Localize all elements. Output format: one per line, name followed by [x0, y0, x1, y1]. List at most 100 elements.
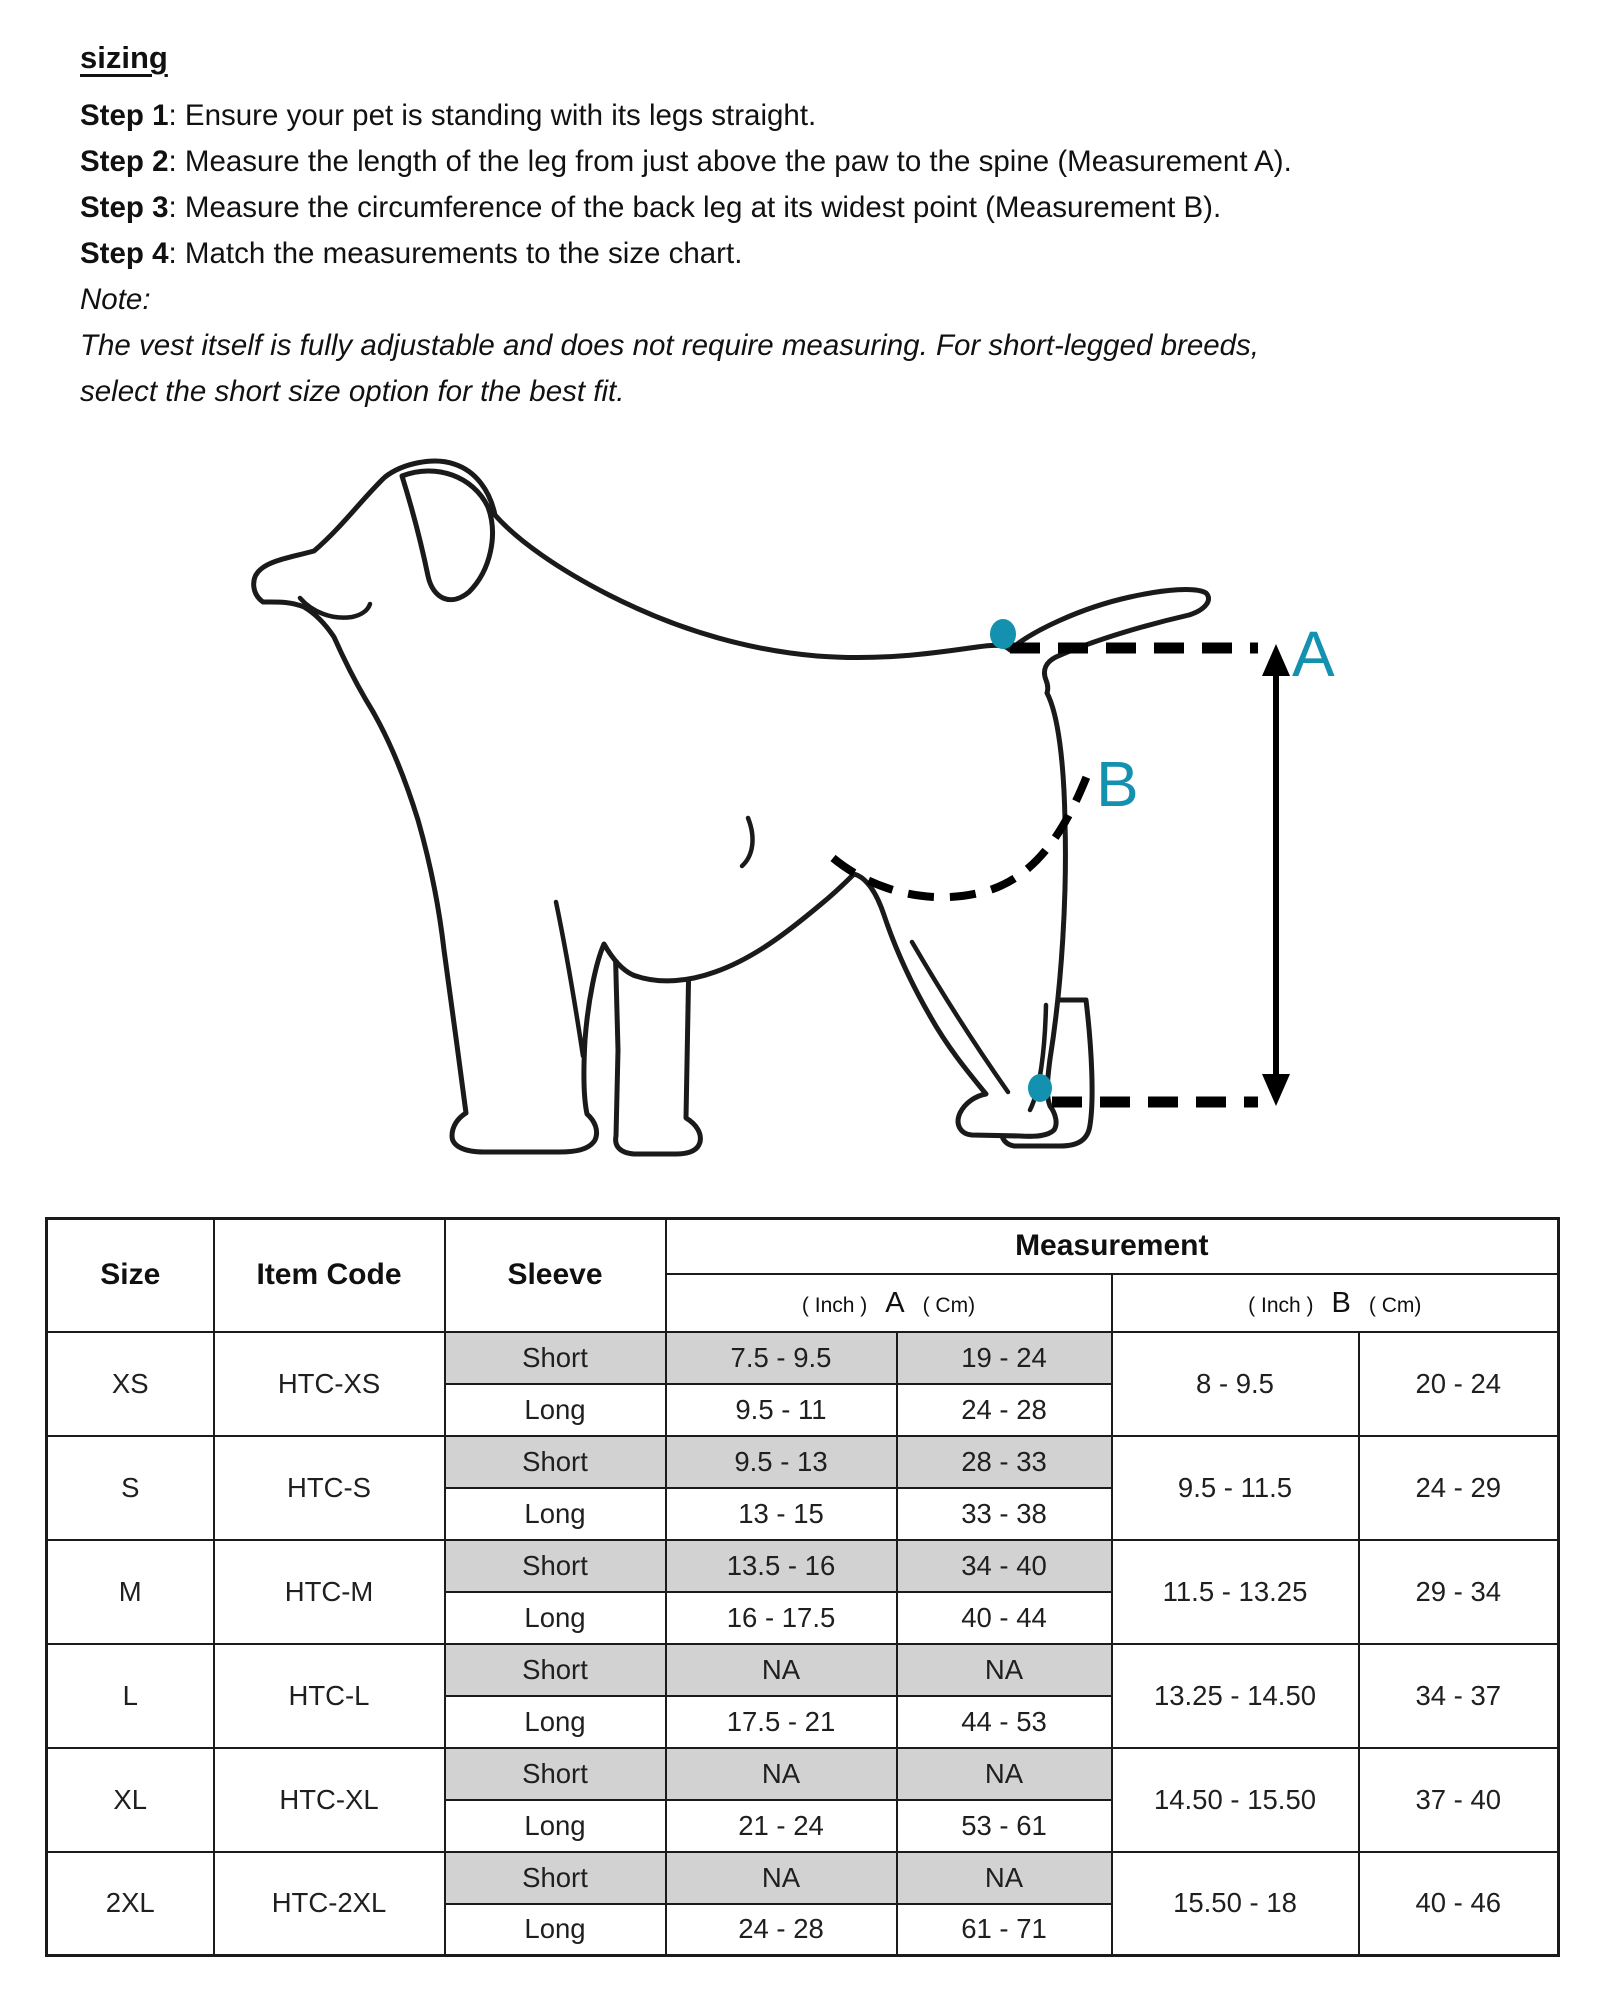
cell-b-cm: 24 - 29 — [1357, 1434, 1560, 1541]
col-header-measurement: Measurement — [664, 1217, 1560, 1275]
page-title: sizing — [80, 40, 168, 75]
dog-ear — [399, 468, 495, 603]
cell-a-inch: NA — [664, 1746, 898, 1801]
cell-sleeve-long: Long — [443, 1382, 667, 1437]
dog-outline — [251, 458, 1211, 1155]
cell-a-inch: 13.5 - 16 — [664, 1538, 898, 1593]
table-row-l-long: Long 17.5 - 21 44 - 53 — [47, 1694, 1559, 1749]
step-4: Step 4: Match the measurements to the si… — [80, 231, 1575, 277]
cell-b-inch: 13.25 - 14.50 — [1110, 1642, 1360, 1749]
cell-b-cm: 40 - 46 — [1357, 1850, 1560, 1957]
cell-size: M — [45, 1538, 215, 1645]
cell-sleeve-short: Short — [443, 1330, 667, 1385]
cell-sleeve-short: Short — [443, 1538, 667, 1593]
step-1-label: Step 1 — [80, 99, 169, 132]
cell-size: S — [45, 1434, 215, 1541]
cell-item-code: HTC-XS — [212, 1330, 446, 1437]
unit-b-cm: ( Cm) — [1368, 1293, 1422, 1317]
cell-a-cm: 34 - 40 — [895, 1538, 1113, 1593]
step-2-text: : Measure the length of the leg from jus… — [168, 145, 1292, 178]
cell-item-code: HTC-XL — [212, 1746, 446, 1853]
cell-size: L — [45, 1642, 215, 1749]
cell-a-inch: 7.5 - 9.5 — [664, 1330, 898, 1385]
table-row-l-short: L HTC-L Short NA NA 13.25 - 14.50 34 - 3… — [45, 1642, 1560, 1749]
step-3-text: : Measure the circumference of the back … — [168, 191, 1222, 224]
cell-b-inch: 11.5 - 13.25 — [1110, 1538, 1360, 1645]
measurement-a-arrow — [1262, 644, 1290, 1106]
cell-b-cm: 37 - 40 — [1357, 1746, 1560, 1853]
spine-marker-dot — [990, 619, 1016, 649]
cell-sleeve-long: Long — [443, 1902, 667, 1957]
cell-a-inch: 9.5 - 13 — [664, 1434, 898, 1489]
paw-marker-dot — [1028, 1074, 1052, 1102]
cell-size: XS — [45, 1330, 215, 1437]
step-3: Step 3: Measure the circumference of the… — [80, 185, 1575, 231]
unit-a-cm: ( Cm) — [922, 1293, 976, 1317]
cell-b-inch: 9.5 - 11.5 — [1110, 1434, 1360, 1541]
cell-item-code: HTC-S — [212, 1434, 446, 1541]
size-chart-table: Size Item Code Sleeve Measurement ( Inch… — [45, 1217, 1561, 1957]
unit-b-letter: B — [1331, 1286, 1351, 1319]
label-b: B — [1096, 748, 1139, 820]
label-a: A — [1292, 618, 1335, 690]
step-1: Step 1: Ensure your pet is standing with… — [80, 93, 1575, 139]
cell-a-inch: 17.5 - 21 — [664, 1694, 898, 1749]
cell-sleeve-short: Short — [443, 1746, 667, 1801]
table-row-m-short: M HTC-M Short 13.5 - 16 34 - 40 11.5 - 1… — [45, 1538, 1560, 1645]
note-text-line-1: The vest itself is fully adjustable and … — [80, 329, 1259, 362]
cell-a-cm: 24 - 28 — [895, 1382, 1113, 1437]
cell-a-cm: 61 - 71 — [895, 1902, 1113, 1957]
measurement-b-dashed-curve — [830, 766, 1094, 902]
sizing-instructions: sizing Step 1: Ensure your pet is standi… — [80, 40, 1575, 415]
unit-b-inch: ( Inch ) — [1248, 1293, 1314, 1317]
cell-a-cm: 40 - 44 — [895, 1590, 1113, 1645]
dog-belly-elbow-line — [553, 899, 586, 1059]
cell-a-cm: NA — [895, 1746, 1113, 1801]
cell-sleeve-long: Long — [443, 1798, 667, 1853]
table-row-xl-long: Long 21 - 24 53 - 61 — [47, 1798, 1559, 1853]
dog-chest-tuft-line — [739, 815, 755, 869]
unit-a-inch: ( Inch ) — [801, 1293, 868, 1317]
cell-a-inch: 9.5 - 11 — [664, 1382, 898, 1437]
cell-a-cm: 33 - 38 — [895, 1486, 1113, 1541]
cell-sleeve-long: Long — [443, 1694, 667, 1749]
cell-b-cm: 20 - 24 — [1357, 1330, 1560, 1437]
cell-a-cm: 19 - 24 — [895, 1330, 1113, 1385]
table-row-xs-long: Long 9.5 - 11 24 - 28 — [47, 1382, 1559, 1437]
cell-a-inch: 13 - 15 — [664, 1486, 898, 1541]
cell-sleeve-long: Long — [443, 1486, 667, 1541]
note-label: Note: — [80, 283, 151, 316]
step-2-label: Step 2 — [80, 145, 169, 178]
cell-a-cm: 44 - 53 — [895, 1694, 1113, 1749]
cell-b-inch: 14.50 - 15.50 — [1110, 1746, 1360, 1853]
dog-mouth-line — [297, 595, 373, 620]
table-row-s-long: Long 13 - 15 33 - 38 — [47, 1486, 1559, 1541]
col-header-sleeve: Sleeve — [443, 1217, 667, 1333]
table-row-xs-short: XS HTC-XS Short 7.5 - 9.5 19 - 24 8 - 9.… — [45, 1330, 1560, 1437]
dog-hind-inner-line — [909, 939, 1011, 1095]
dog-hind-leg-separator — [1027, 1002, 1049, 1113]
cell-item-code: HTC-2XL — [212, 1850, 446, 1957]
cell-a-cm: NA — [895, 1642, 1113, 1697]
table-row-m-long: Long 16 - 17.5 40 - 44 — [47, 1590, 1559, 1645]
cell-a-inch: 24 - 28 — [664, 1902, 898, 1957]
table-row-xl-short: XL HTC-XL Short NA NA 14.50 - 15.50 37 -… — [45, 1746, 1560, 1853]
cell-sleeve-short: Short — [443, 1850, 667, 1905]
cell-a-cm: 28 - 33 — [895, 1434, 1113, 1489]
table-row-s-short: S HTC-S Short 9.5 - 13 28 - 33 9.5 - 11.… — [45, 1434, 1560, 1541]
step-4-text: : Match the measurements to the size cha… — [168, 237, 743, 270]
cell-a-inch: 21 - 24 — [664, 1798, 898, 1853]
cell-a-inch: NA — [664, 1850, 898, 1905]
col-header-size: Size — [45, 1217, 215, 1333]
step-3-label: Step 3 — [80, 191, 169, 224]
cell-sleeve-long: Long — [443, 1590, 667, 1645]
cell-b-cm: 34 - 37 — [1357, 1642, 1560, 1749]
step-4-label: Step 4 — [80, 237, 169, 270]
table-row-2xl-long: Long 24 - 28 61 - 71 — [47, 1902, 1559, 1957]
unit-header-row: ( Inch ) A ( Cm) ( Inch ) B ( Cm) — [47, 1272, 1560, 1333]
cell-b-cm: 29 - 34 — [1357, 1538, 1560, 1645]
col-header-item-code: Item Code — [212, 1217, 446, 1333]
cell-item-code: HTC-M — [212, 1538, 446, 1645]
cell-a-inch: 16 - 17.5 — [664, 1590, 898, 1645]
